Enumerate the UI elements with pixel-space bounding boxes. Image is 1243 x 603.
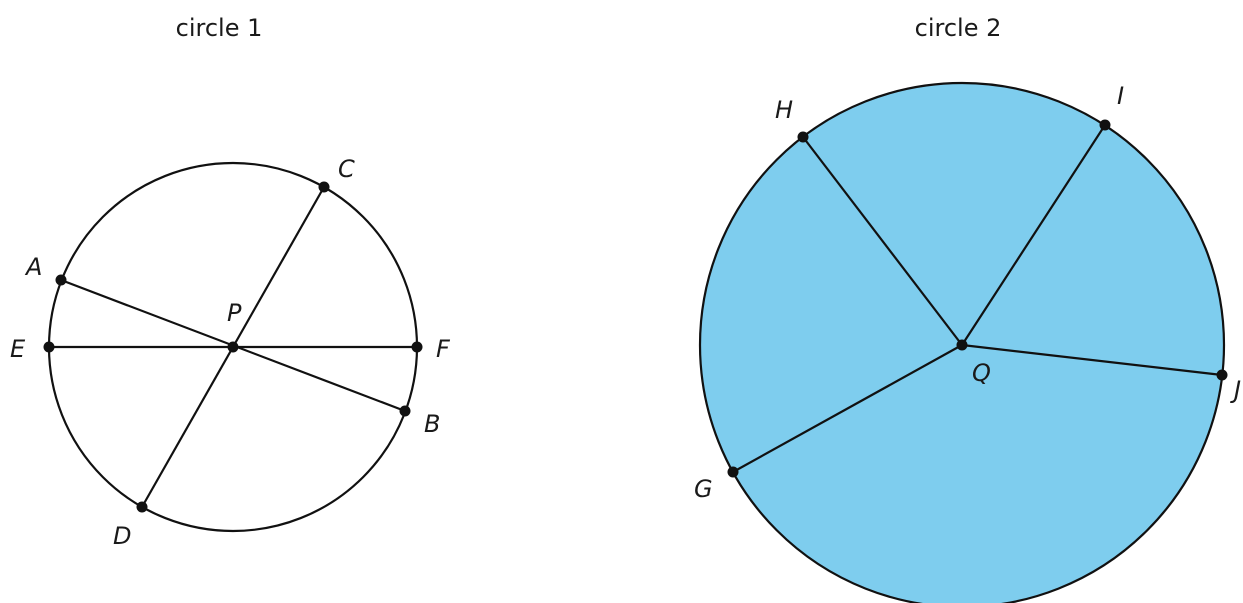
label-j: J <box>1230 376 1241 404</box>
point-i <box>1099 119 1111 131</box>
radius-qj <box>961 343 1223 377</box>
radius-qi <box>961 124 1106 346</box>
point-g <box>727 466 739 478</box>
label-h: H <box>775 96 793 124</box>
point-f <box>411 341 423 353</box>
point-h <box>797 131 809 143</box>
point-b <box>399 405 411 417</box>
label-i: I <box>1117 82 1124 110</box>
label-d: D <box>113 522 131 550</box>
label-g: G <box>694 475 713 503</box>
label-c: C <box>338 155 355 183</box>
point-q <box>956 339 968 351</box>
radius-qg <box>732 344 963 473</box>
label-p: P <box>227 299 242 327</box>
point-c <box>318 181 330 193</box>
point-a <box>55 274 67 286</box>
circle-1-figure: circle 1 A B C D E F P <box>10 14 451 550</box>
radius-qh <box>802 136 963 346</box>
point-d <box>136 501 148 513</box>
label-e: E <box>10 335 26 363</box>
label-f: F <box>436 335 451 363</box>
circle-2-figure: circle 2 H I J G Q <box>694 14 1241 603</box>
point-j <box>1216 369 1228 381</box>
circle-2-title: circle 2 <box>915 14 1002 42</box>
circle-1-title: circle 1 <box>176 14 263 42</box>
label-a: A <box>24 253 42 281</box>
label-q: Q <box>972 359 991 387</box>
label-b: B <box>424 410 440 438</box>
point-e <box>43 341 55 353</box>
point-p <box>227 341 239 353</box>
